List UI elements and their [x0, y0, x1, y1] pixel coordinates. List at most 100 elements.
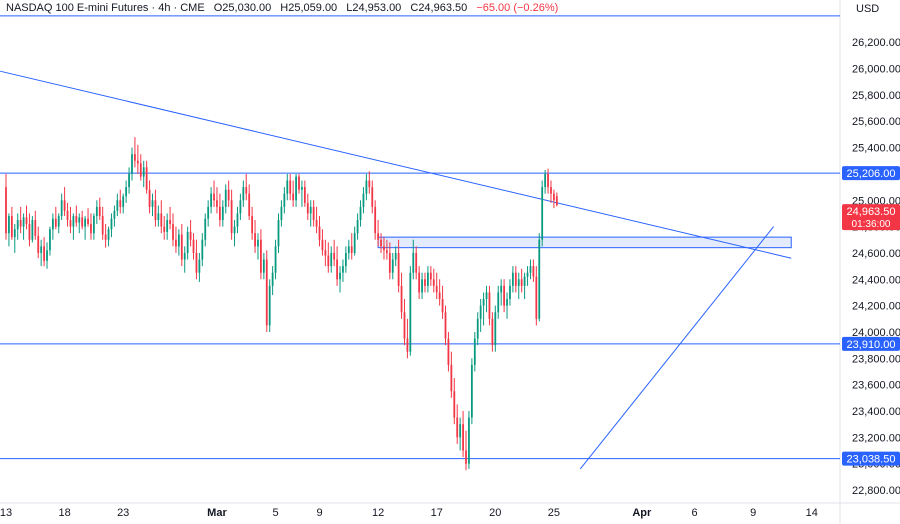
candle-body — [166, 220, 169, 232]
candle-body — [418, 272, 421, 293]
candle-body — [274, 246, 277, 273]
candle-body — [43, 246, 45, 261]
candle-body — [394, 252, 397, 260]
y-tick-label: 26,000.00 — [852, 64, 900, 76]
level-price-badge — [842, 336, 900, 351]
candle-body — [412, 252, 415, 273]
candle-body — [54, 218, 57, 227]
candle-body — [470, 364, 473, 418]
high-value: H25,059.00 — [280, 2, 338, 14]
candle-body — [271, 272, 274, 286]
candle-body — [245, 187, 248, 194]
chart-header: NASDAQ 100 E-mini Futures · 4h · CME O25… — [6, 2, 558, 14]
candle-body — [500, 285, 503, 293]
candle-body — [186, 231, 189, 253]
candle-body — [353, 233, 356, 253]
candle-body — [13, 229, 16, 238]
candle-body — [116, 200, 119, 211]
candle-body — [535, 276, 538, 319]
candle-body — [216, 200, 218, 207]
level-price-label: 23,910.00 — [847, 339, 896, 351]
candle-body — [210, 193, 212, 207]
candle-body — [509, 285, 511, 300]
trendline — [0, 70, 792, 259]
candle-body — [157, 213, 160, 221]
candle-body — [169, 220, 171, 224]
candle-body — [224, 189, 227, 207]
candle-body — [303, 187, 306, 203]
candle-body — [488, 292, 491, 319]
candle-body — [289, 180, 292, 194]
candle-body — [101, 216, 104, 235]
candle-body — [46, 250, 48, 261]
candle-body — [10, 216, 13, 238]
candle-body — [441, 299, 444, 313]
candle-body — [87, 218, 89, 224]
candle-body — [359, 206, 362, 221]
candle-body — [400, 285, 403, 313]
last-price-badge — [842, 204, 900, 231]
candle-body — [344, 252, 347, 267]
y-tick-label: 23,600.00 — [852, 380, 900, 392]
candle-body — [491, 318, 494, 346]
candle-body — [98, 206, 101, 217]
candle-body — [175, 239, 177, 247]
level-price-label: 23,038.50 — [847, 454, 896, 466]
candle-body — [5, 187, 7, 234]
y-tick-label: 25,400.00 — [852, 143, 900, 155]
candle-body — [336, 259, 338, 280]
candle-body — [107, 229, 110, 240]
x-tick-label: 5 — [272, 507, 278, 519]
y-tick-label: 24,400.00 — [852, 274, 900, 286]
candle-body — [172, 223, 174, 240]
level-price-label: 25,206.00 — [847, 168, 896, 180]
x-tick-label: 25 — [548, 507, 560, 519]
candle-body — [526, 272, 529, 277]
candle-body — [380, 239, 382, 247]
candle-body — [553, 193, 555, 201]
candle-body — [494, 312, 497, 346]
candle-body — [514, 272, 517, 286]
candle-body — [277, 220, 280, 247]
x-tick-label: 20 — [489, 507, 501, 519]
candle-body — [8, 216, 10, 234]
candle-body — [69, 220, 72, 227]
candle-body — [239, 200, 242, 214]
candle-body — [438, 292, 441, 300]
candle-body — [260, 239, 262, 273]
y-tick-label: 23,200.00 — [852, 432, 900, 444]
candle-body — [195, 252, 198, 273]
candle-body — [409, 272, 412, 352]
candle-body — [283, 193, 286, 207]
candle-body — [142, 167, 145, 177]
candle-body — [427, 272, 429, 286]
candle-body — [391, 259, 394, 273]
candle-body — [468, 417, 470, 464]
candle-body — [306, 202, 309, 214]
candle-body — [66, 210, 69, 221]
candle-body — [550, 187, 552, 194]
candle-body — [34, 220, 37, 236]
supply-zone — [377, 236, 792, 249]
candle-body — [397, 252, 400, 286]
candle-body — [388, 252, 391, 273]
candle-body — [221, 206, 224, 221]
symbol-label: NASDAQ 100 E-mini Futures · 4h · CME — [6, 2, 205, 14]
y-tick-label: 22,800.00 — [852, 485, 900, 497]
candle-body — [368, 180, 371, 188]
candle-body — [136, 160, 139, 164]
y-tick-label: 25,600.00 — [852, 116, 900, 128]
candle-body — [450, 364, 453, 392]
candle-body — [292, 193, 295, 201]
candle-body — [160, 213, 163, 227]
x-tick-label: 6 — [691, 507, 697, 519]
candle-body — [523, 276, 526, 286]
candle-body — [356, 220, 359, 234]
candle-body — [529, 266, 532, 273]
candle-body — [301, 187, 303, 190]
candle-body — [517, 279, 520, 286]
candle-body — [555, 196, 558, 206]
y-tick-label: 25,800.00 — [852, 90, 900, 102]
candle-body — [286, 180, 289, 194]
